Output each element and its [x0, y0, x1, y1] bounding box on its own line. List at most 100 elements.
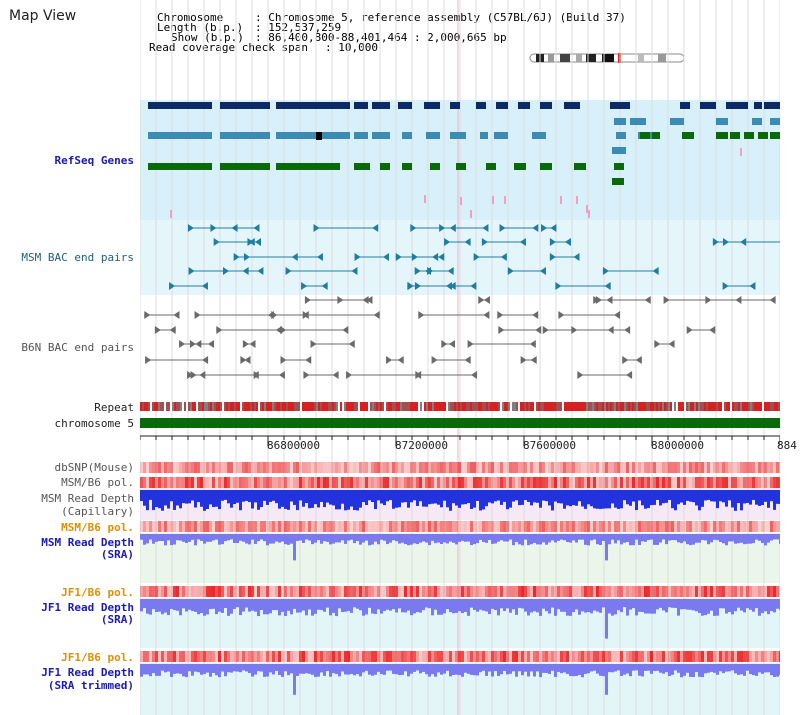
bac-end-marker	[497, 311, 504, 319]
polymorphism-bin	[278, 586, 281, 597]
track-label-jf1-b6-pol-1[interactable]: JF1/B6 pol.	[61, 586, 134, 599]
polymorphism-bin	[407, 521, 410, 532]
repeat-element	[548, 402, 550, 411]
track-label-jf1-depth-sra-1[interactable]: JF1 Read Depth	[41, 601, 134, 614]
read-depth-bar	[482, 490, 485, 510]
coverage-value: : 10,000	[325, 41, 378, 54]
polymorphism-bin	[284, 462, 287, 473]
polymorphism-bin	[569, 586, 572, 597]
gene-exon-block	[496, 102, 508, 109]
read-depth-bar	[746, 534, 749, 544]
read-depth-bar	[212, 664, 215, 673]
track-label-b6n-bac[interactable]: B6N BAC end pairs	[21, 341, 134, 354]
polymorphism-bin	[161, 477, 164, 488]
read-depth-bar	[527, 599, 530, 616]
polymorphism-bin	[266, 521, 269, 532]
gene-direction-arrow	[770, 118, 775, 125]
read-depth-bar	[236, 534, 239, 544]
read-depth-bar	[209, 599, 212, 610]
polymorphism-bin	[692, 521, 695, 532]
read-depth-bar	[470, 599, 473, 608]
track-label-refseq[interactable]: RefSeq Genes	[54, 154, 134, 167]
read-depth-bar	[305, 599, 308, 616]
read-depth-bar	[218, 599, 221, 612]
read-depth-bar	[479, 599, 482, 610]
track-label-msm-depth-cap-1[interactable]: MSM Read Depth	[41, 492, 134, 505]
polymorphism-bin	[500, 651, 503, 662]
polymorphism-bin	[503, 477, 506, 488]
polymorphism-bin	[770, 477, 773, 488]
read-depth-bar	[203, 534, 206, 544]
polymorphism-bin	[326, 477, 329, 488]
repeat-element	[636, 402, 638, 411]
repeat-element	[734, 402, 736, 411]
read-depth-bar	[650, 664, 653, 674]
bac-end-marker	[410, 224, 417, 232]
polymorphism-bin	[734, 521, 737, 532]
read-depth-bar	[203, 490, 206, 511]
polymorphism-bin	[638, 586, 641, 597]
polymorphism-bin	[626, 586, 629, 597]
polymorphism-bin	[764, 521, 767, 532]
polymorphism-bin	[377, 462, 380, 473]
read-depth-bar	[653, 490, 656, 505]
polymorphism-bin	[140, 477, 143, 488]
read-depth-bar	[569, 534, 572, 543]
genome-track-view[interactable]	[140, 0, 780, 715]
polymorphism-bin	[152, 521, 155, 532]
polymorphism-bin	[359, 586, 362, 597]
track-label-jf1-depth-trim-1[interactable]: JF1 Read Depth	[41, 666, 134, 679]
bac-end-marker	[668, 340, 675, 348]
bac-end-marker	[244, 356, 251, 364]
track-label-msm-bac[interactable]: MSM BAC end pairs	[21, 251, 134, 264]
read-depth-bar	[638, 599, 641, 612]
polymorphism-bin	[587, 462, 590, 473]
polymorphism-bin	[275, 521, 278, 532]
read-depth-bar	[167, 599, 170, 616]
read-depth-bar	[182, 664, 185, 677]
track-label-msm-b6-pol-1[interactable]: MSM/B6 pol.	[61, 476, 134, 489]
polymorphism-bin	[662, 477, 665, 488]
polymorphism-bin	[383, 586, 386, 597]
polymorphism-bin	[194, 521, 197, 532]
repeat-element	[510, 402, 512, 411]
polymorphism-bin	[698, 521, 701, 532]
read-depth-bar	[305, 664, 308, 674]
track-label-msm-depth-sra-1[interactable]: MSM Read Depth	[41, 536, 134, 549]
track-label-dbsnp[interactable]: dbSNP(Mouse)	[54, 461, 134, 474]
polymorphism-bin	[398, 651, 401, 662]
track-label-msm-b6-pol-2[interactable]: MSM/B6 pol.	[61, 521, 134, 534]
read-depth-bar	[512, 599, 515, 610]
repeat-element	[724, 402, 726, 411]
polymorphism-bin	[365, 477, 368, 488]
polymorphism-bin	[233, 521, 236, 532]
repeat-element	[712, 402, 714, 411]
bac-end-marker	[407, 282, 414, 290]
polymorphism-bin	[755, 477, 758, 488]
gene-direction-arrow	[514, 163, 519, 170]
polymorphism-bin	[758, 586, 761, 597]
polymorphism-bin	[524, 462, 527, 473]
read-depth-bar	[371, 534, 374, 545]
read-depth-bar	[368, 664, 371, 675]
track-label-jf1-b6-pol-2[interactable]: JF1/B6 pol.	[61, 651, 134, 664]
repeat-element	[682, 402, 684, 411]
polymorphism-bin	[362, 477, 365, 488]
read-depth-bar	[308, 490, 311, 509]
repeat-element	[592, 402, 594, 411]
read-depth-bar	[434, 534, 437, 544]
read-depth-bar	[725, 664, 728, 672]
polymorphism-bin	[521, 521, 524, 532]
polymorphism-bin	[698, 586, 701, 597]
polymorphism-bin	[293, 477, 296, 488]
repeat-element	[268, 402, 270, 411]
read-depth-bar	[140, 534, 143, 540]
read-depth-bar	[389, 490, 392, 501]
polymorphism-bin	[368, 586, 371, 597]
polymorphism-bin	[308, 462, 311, 473]
read-depth-bar	[719, 599, 722, 609]
polymorphism-bin	[683, 651, 686, 662]
read-depth-bar	[314, 599, 317, 614]
polymorphism-bin	[617, 651, 620, 662]
polymorphism-bin	[728, 521, 731, 532]
